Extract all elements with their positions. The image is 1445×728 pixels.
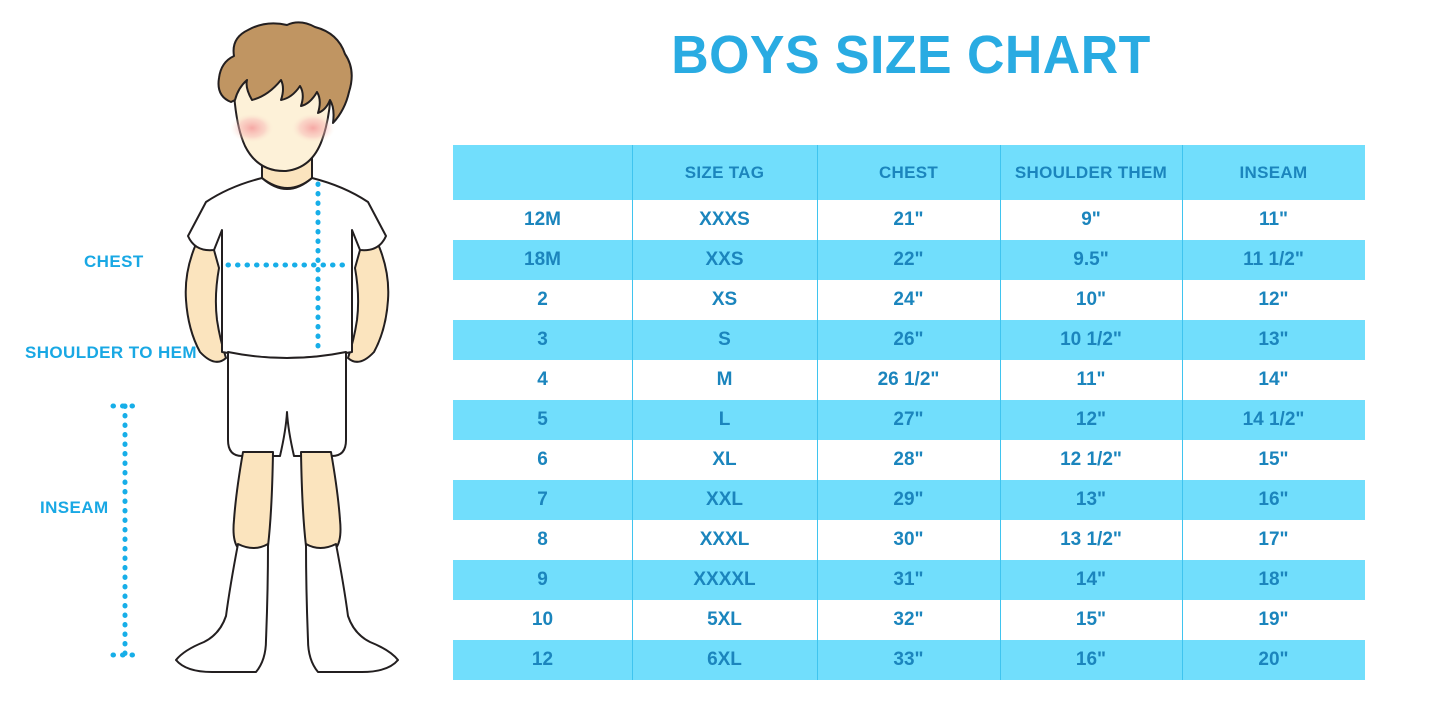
table-cell: 29" — [817, 480, 1000, 520]
table-cell: 15" — [1182, 440, 1365, 480]
table-column-header-chest: CHEST — [817, 145, 1000, 200]
table-row: 3 S 26" 10 1/2" 13" — [453, 320, 1365, 360]
table-cell: 11 1/2" — [1182, 240, 1365, 280]
table-cell: 13" — [1000, 480, 1182, 520]
table-cell: 28" — [817, 440, 1000, 480]
table-cell: 6 — [453, 440, 632, 480]
table-cell: 11" — [1000, 360, 1182, 400]
table-cell: XS — [632, 280, 817, 320]
table-cell: 16" — [1182, 480, 1365, 520]
cheek-right — [291, 113, 335, 143]
table-cell: 33" — [817, 640, 1000, 680]
table-column-header-shoulder-them: SHOULDER THEM — [1000, 145, 1182, 200]
table-cell: 21" — [817, 200, 1000, 240]
table-cell: XXS — [632, 240, 817, 280]
table-cell: 12" — [1000, 400, 1182, 440]
table-cell: M — [632, 360, 817, 400]
table-cell: 26" — [817, 320, 1000, 360]
table-cell: XXXL — [632, 520, 817, 560]
table-row: 9 XXXXL 31" 14" 18" — [453, 560, 1365, 600]
table-cell: 10 — [453, 600, 632, 640]
table-cell: 12M — [453, 200, 632, 240]
table-cell: 24" — [817, 280, 1000, 320]
table-cell: 20" — [1182, 640, 1365, 680]
table-cell: 12 1/2" — [1000, 440, 1182, 480]
shoulder-to-hem-label: SHOULDER TO HEM — [25, 343, 197, 362]
shorts — [227, 351, 347, 457]
table-cell: S — [632, 320, 817, 360]
table-cell: 7 — [453, 480, 632, 520]
table-cell: 3 — [453, 320, 632, 360]
table-row: 8 XXXL 30" 13 1/2" 17" — [453, 520, 1365, 560]
table-row: 6 XL 28" 12 1/2" 15" — [453, 440, 1365, 480]
table-cell: 18M — [453, 240, 632, 280]
table-cell: 2 — [453, 280, 632, 320]
cheek-left — [230, 113, 274, 143]
leg-left — [232, 451, 274, 552]
table-header: SIZE TAG CHEST SHOULDER THEM INSEAM — [453, 145, 1365, 200]
table-cell: 18" — [1182, 560, 1365, 600]
chest-label: CHEST — [84, 252, 144, 271]
size-chart-table: SIZE TAG CHEST SHOULDER THEM INSEAM 12M XXXS… — [453, 145, 1365, 680]
table-cell: 5XL — [632, 600, 817, 640]
arm-right — [347, 243, 390, 363]
table-cell: 14" — [1182, 360, 1365, 400]
table-row: 5 L 27" 12" 14 1/2" — [453, 400, 1365, 440]
table-cell: 14 1/2" — [1182, 400, 1365, 440]
inseam-label: INSEAM — [40, 498, 109, 517]
hair — [217, 21, 353, 124]
table-body: 12M XXXS 21" 9" 11" 18M XXS 22" 9.5" 11 1/2" 2 XS 24… — [453, 200, 1365, 680]
boy-figure-illustration: CHEST SHOULDER TO HEM INSEAM — [0, 0, 455, 723]
arm-left — [184, 243, 227, 363]
table-cell: 16" — [1000, 640, 1182, 680]
table-cell: 30" — [817, 520, 1000, 560]
table-cell: L — [632, 400, 817, 440]
table-cell: 27" — [817, 400, 1000, 440]
table-row: 2 XS 24" 10" 12" — [453, 280, 1365, 320]
table-cell: 9 — [453, 560, 632, 600]
table-cell: XXXS — [632, 200, 817, 240]
table-row: 12M XXXS 21" 9" 11" — [453, 200, 1365, 240]
boot-left — [175, 543, 269, 673]
table-row: 4 M 26 1/2" 11" 14" — [453, 360, 1365, 400]
table-cell: 32" — [817, 600, 1000, 640]
table-row: 10 5XL 32" 15" 19" — [453, 600, 1365, 640]
table-cell: 26 1/2" — [817, 360, 1000, 400]
table-cell: 19" — [1182, 600, 1365, 640]
table-cell: 12" — [1182, 280, 1365, 320]
page-title: BOYS SIZE CHART — [671, 25, 1151, 85]
table-column-header-size — [453, 145, 632, 200]
table-cell: 15" — [1000, 600, 1182, 640]
table-cell: 10 1/2" — [1000, 320, 1182, 360]
table-row: 7 XXL 29" 13" 16" — [453, 480, 1365, 520]
table-cell: 13 1/2" — [1000, 520, 1182, 560]
table-cell: 6XL — [632, 640, 817, 680]
table-cell: 22" — [817, 240, 1000, 280]
table-row: 12 6XL 33" 16" 20" — [453, 640, 1365, 680]
table-cell: 31" — [817, 560, 1000, 600]
table-cell: XXL — [632, 480, 817, 520]
table-cell: 12 — [453, 640, 632, 680]
table-cell: 8 — [453, 520, 632, 560]
table-cell: 14" — [1000, 560, 1182, 600]
table-cell: 5 — [453, 400, 632, 440]
table-cell: 9" — [1000, 200, 1182, 240]
table-cell: 13" — [1182, 320, 1365, 360]
table-cell: 10" — [1000, 280, 1182, 320]
table-column-header-inseam: INSEAM — [1182, 145, 1365, 200]
table-cell: XXXXL — [632, 560, 817, 600]
table-cell: 9.5" — [1000, 240, 1182, 280]
t-shirt-collar — [261, 177, 313, 190]
boot-right — [305, 543, 399, 673]
table-cell: 4 — [453, 360, 632, 400]
table-column-header-size-tag: SIZE TAG — [632, 145, 817, 200]
table-cell: XL — [632, 440, 817, 480]
table-cell: 11" — [1182, 200, 1365, 240]
table-row: 18M XXS 22" 9.5" 11 1/2" — [453, 240, 1365, 280]
boy-figure-svg — [175, 21, 399, 673]
table-cell: 17" — [1182, 520, 1365, 560]
leg-right — [300, 451, 342, 552]
table-header-row: SIZE TAG CHEST SHOULDER THEM INSEAM — [453, 145, 1365, 200]
